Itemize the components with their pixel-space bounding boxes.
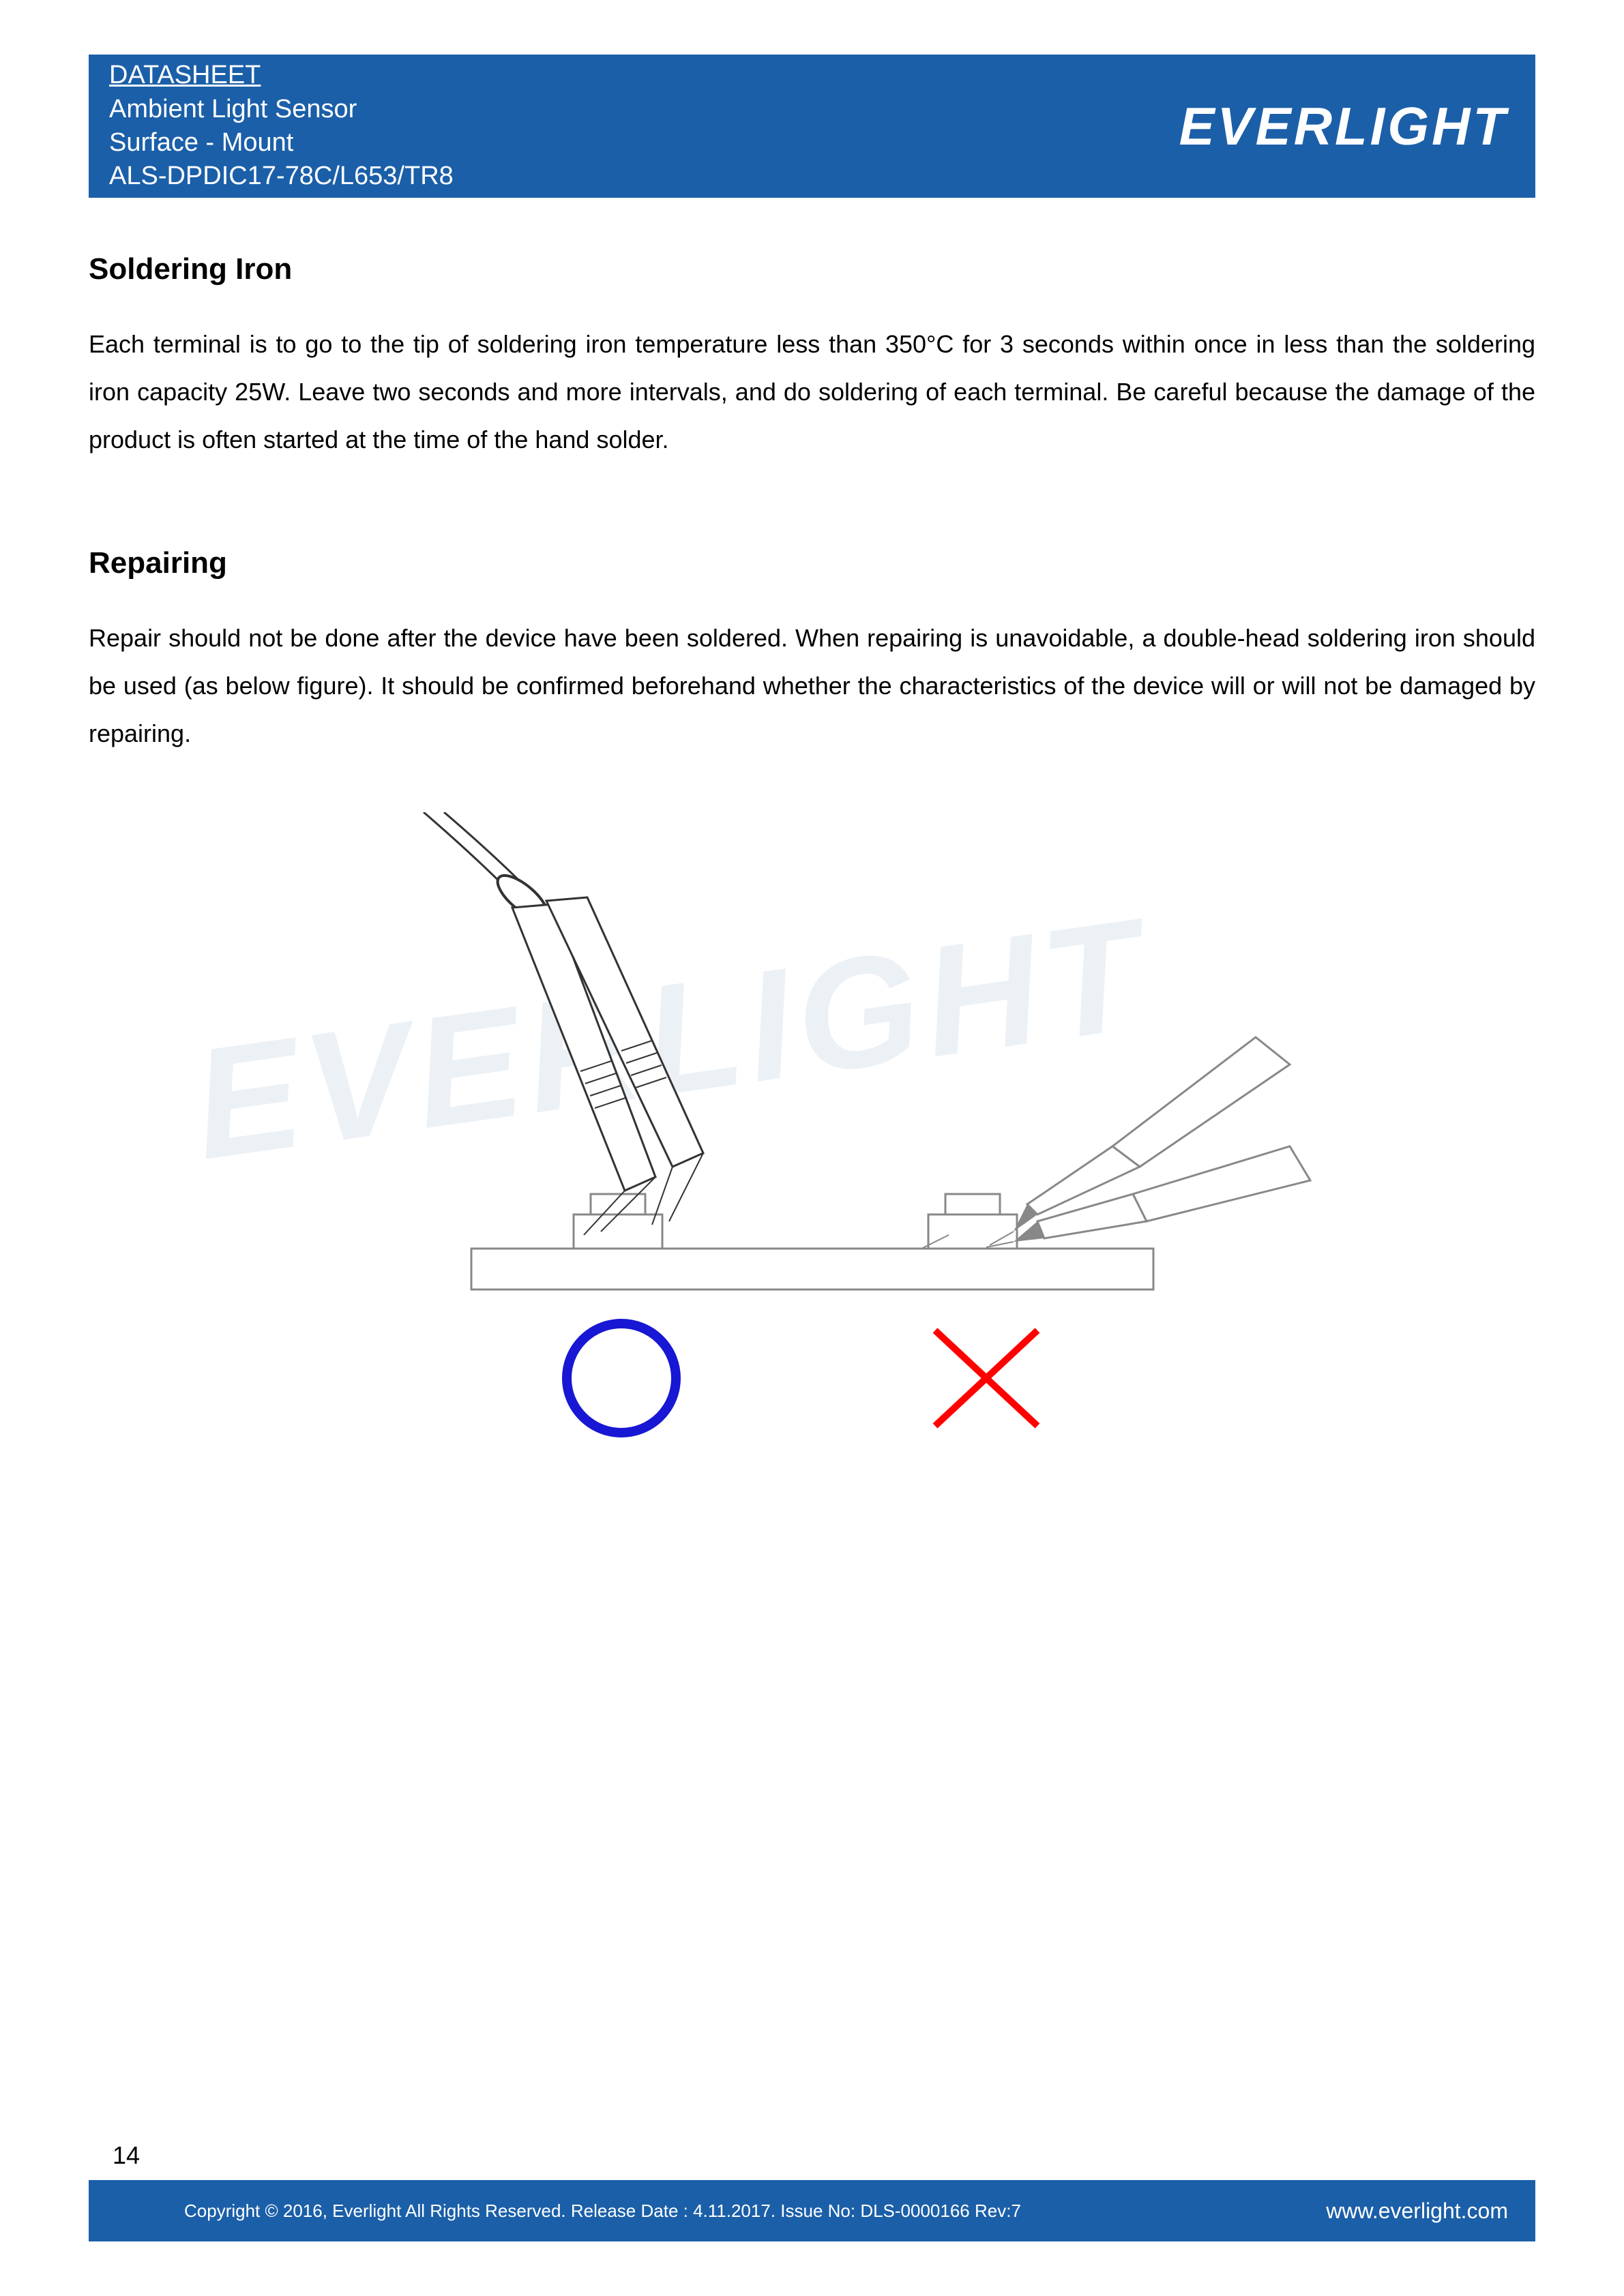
soldering-heading: Soldering Iron	[89, 252, 1535, 286]
header-line-4: ALS-DPDIC17-78C/L653/TR8	[109, 160, 454, 193]
header-line-2: Ambient Light Sensor	[109, 93, 454, 126]
logo: EVERLIGHT	[1179, 95, 1508, 158]
page-number: 14	[113, 2141, 140, 2170]
repairing-heading: Repairing	[89, 546, 1535, 580]
header-line-3: Surface - Mount	[109, 126, 454, 160]
figure-container: EVERLIGHT	[89, 812, 1535, 1562]
footer-copyright: Copyright © 2016, Everlight All Rights R…	[116, 2201, 1326, 2222]
repairing-text: Repair should not be done after the devi…	[89, 614, 1535, 758]
footer-bar: Copyright © 2016, Everlight All Rights R…	[89, 2180, 1535, 2241]
header-line-1: DATASHEET	[109, 59, 454, 92]
content-area: Soldering Iron Each terminal is to go to…	[89, 252, 1535, 1562]
soldering-text: Each terminal is to go to the tip of sol…	[89, 320, 1535, 464]
header-text-block: DATASHEET Ambient Light Sensor Surface -…	[109, 59, 454, 194]
soldering-diagram	[267, 812, 1358, 1494]
footer-url: www.everlight.com	[1326, 2198, 1508, 2224]
header-bar: DATASHEET Ambient Light Sensor Surface -…	[89, 55, 1535, 198]
